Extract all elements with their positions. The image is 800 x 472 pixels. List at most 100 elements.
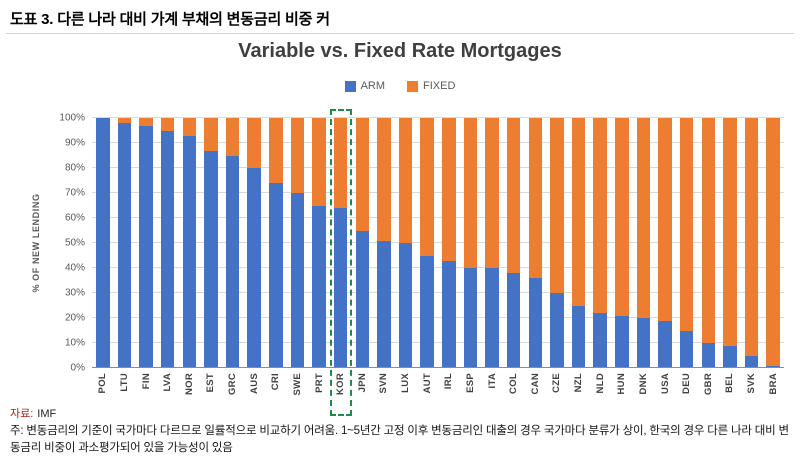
arm-segment: [463, 268, 478, 368]
fixed-segment: [636, 118, 651, 318]
x-label-swe: SWE: [291, 373, 303, 396]
x-label-slot: BRA: [762, 368, 784, 410]
x-label-slot: GRC: [222, 368, 244, 410]
x-label-cze: CZE: [551, 373, 563, 393]
arm-segment: [550, 293, 564, 368]
fixed-segment: [420, 118, 434, 256]
x-label-kor: KOR: [335, 373, 347, 396]
arm-segment: [96, 118, 110, 368]
bar-slot: [460, 118, 482, 368]
arm-segment: [398, 243, 413, 368]
x-label-slot: USA: [654, 368, 676, 410]
x-label-nzl: NZL: [573, 373, 585, 393]
y-tick-label: 60%: [64, 212, 85, 224]
bar-pol: [96, 118, 110, 368]
bar-slot: [568, 118, 590, 368]
y-tick-label: 0%: [70, 362, 85, 374]
arm-segment: [485, 268, 499, 368]
source-label: 자료:: [10, 408, 34, 420]
x-label-slot: PRT: [308, 368, 330, 410]
bar-slot: [546, 118, 568, 368]
legend-item-arm: ARM: [344, 80, 385, 92]
fixed-legend-label: FIXED: [423, 80, 456, 92]
arm-segment: [636, 318, 651, 368]
bar-slot: [525, 118, 547, 368]
source-value: IMF: [37, 408, 57, 420]
x-label-slot: IRL: [438, 368, 460, 410]
x-label-slot: COL: [503, 368, 525, 410]
x-label-esp: ESP: [464, 373, 476, 393]
bar-est: [204, 118, 218, 368]
x-label-lux: LUX: [400, 373, 412, 393]
x-label-aus: AUS: [248, 373, 260, 394]
fixed-segment: [117, 118, 132, 123]
y-tick-label: 20%: [64, 312, 85, 324]
fixed-segment: [355, 118, 370, 231]
x-label-nld: NLD: [594, 373, 606, 394]
grid-line: [92, 167, 784, 168]
x-label-slot: BEL: [719, 368, 741, 410]
bar-slot: [719, 118, 741, 368]
bar-deu: [679, 118, 694, 368]
x-label-slot: POL: [92, 368, 114, 410]
x-label-deu: DEU: [681, 373, 693, 394]
bar-kor: [333, 118, 348, 368]
x-label-slot: EST: [200, 368, 222, 410]
fixed-segment: [593, 118, 607, 313]
x-label-slot: NOR: [179, 368, 201, 410]
arm-segment: [744, 355, 759, 368]
bar-slot: [265, 118, 287, 368]
bar-grc: [225, 118, 240, 368]
grid-line: [92, 342, 784, 343]
fixed-segment: [160, 118, 175, 131]
fixed-segment: [377, 118, 391, 241]
bar-slot: [654, 118, 676, 368]
bar-slot: [762, 118, 784, 368]
y-tick-label: 40%: [64, 262, 85, 274]
fixed-segment: [485, 118, 499, 268]
bar-slot: [179, 118, 201, 368]
x-label-slot: LUX: [395, 368, 417, 410]
x-label-aut: AUT: [421, 373, 433, 394]
arm-segment: [615, 315, 629, 368]
grid-line: [92, 317, 784, 318]
fixed-segment: [225, 118, 240, 156]
bar-slot: [243, 118, 265, 368]
bar-fin: [139, 118, 153, 368]
plot-area: 0% 10% 20% 30% 40% 50% 60% 70% 80% 90% 100% POL LTU…: [59, 109, 784, 416]
chart-legend: ARM FIXED: [0, 80, 800, 92]
grid-line: [92, 267, 784, 268]
x-label-slot: HUN: [611, 368, 633, 410]
x-label-slot: DEU: [676, 368, 698, 410]
fixed-segment: [204, 118, 218, 151]
bar-lux: [398, 118, 413, 368]
arm-segment: [528, 278, 543, 368]
arm-segment: [247, 168, 261, 368]
bar-slot: [373, 118, 395, 368]
arm-segment: [160, 130, 175, 368]
arm-segment: [139, 125, 153, 368]
bar-svn: [377, 118, 391, 368]
bars: [92, 118, 784, 368]
bar-gbr: [701, 118, 716, 368]
y-tick-label: 80%: [64, 162, 85, 174]
x-label-cri: CRI: [270, 373, 282, 391]
fixed-segment: [247, 118, 261, 168]
grid-line: [92, 242, 784, 243]
source-line: 자료: IMF: [10, 405, 56, 421]
arm-segment: [312, 205, 326, 368]
x-label-col: COL: [508, 373, 520, 394]
grid-line: [92, 292, 784, 293]
x-label-slot: CAN: [525, 368, 547, 410]
x-label-hun: HUN: [616, 373, 628, 395]
x-label-gbr: GBR: [702, 373, 714, 396]
arm-segment: [377, 240, 391, 368]
arm-segment: [506, 273, 521, 368]
fixed-segment: [290, 118, 305, 193]
x-label-slot: SWE: [287, 368, 309, 410]
x-label-slot: DNK: [633, 368, 655, 410]
bar-swe: [290, 118, 305, 368]
arm-segment: [355, 230, 370, 368]
x-label-slot: SVN: [373, 368, 395, 410]
x-labels: POL LTU FIN LVA NOR EST GRC AUS CRI SWE PRT KOR JPN S…: [92, 368, 784, 410]
